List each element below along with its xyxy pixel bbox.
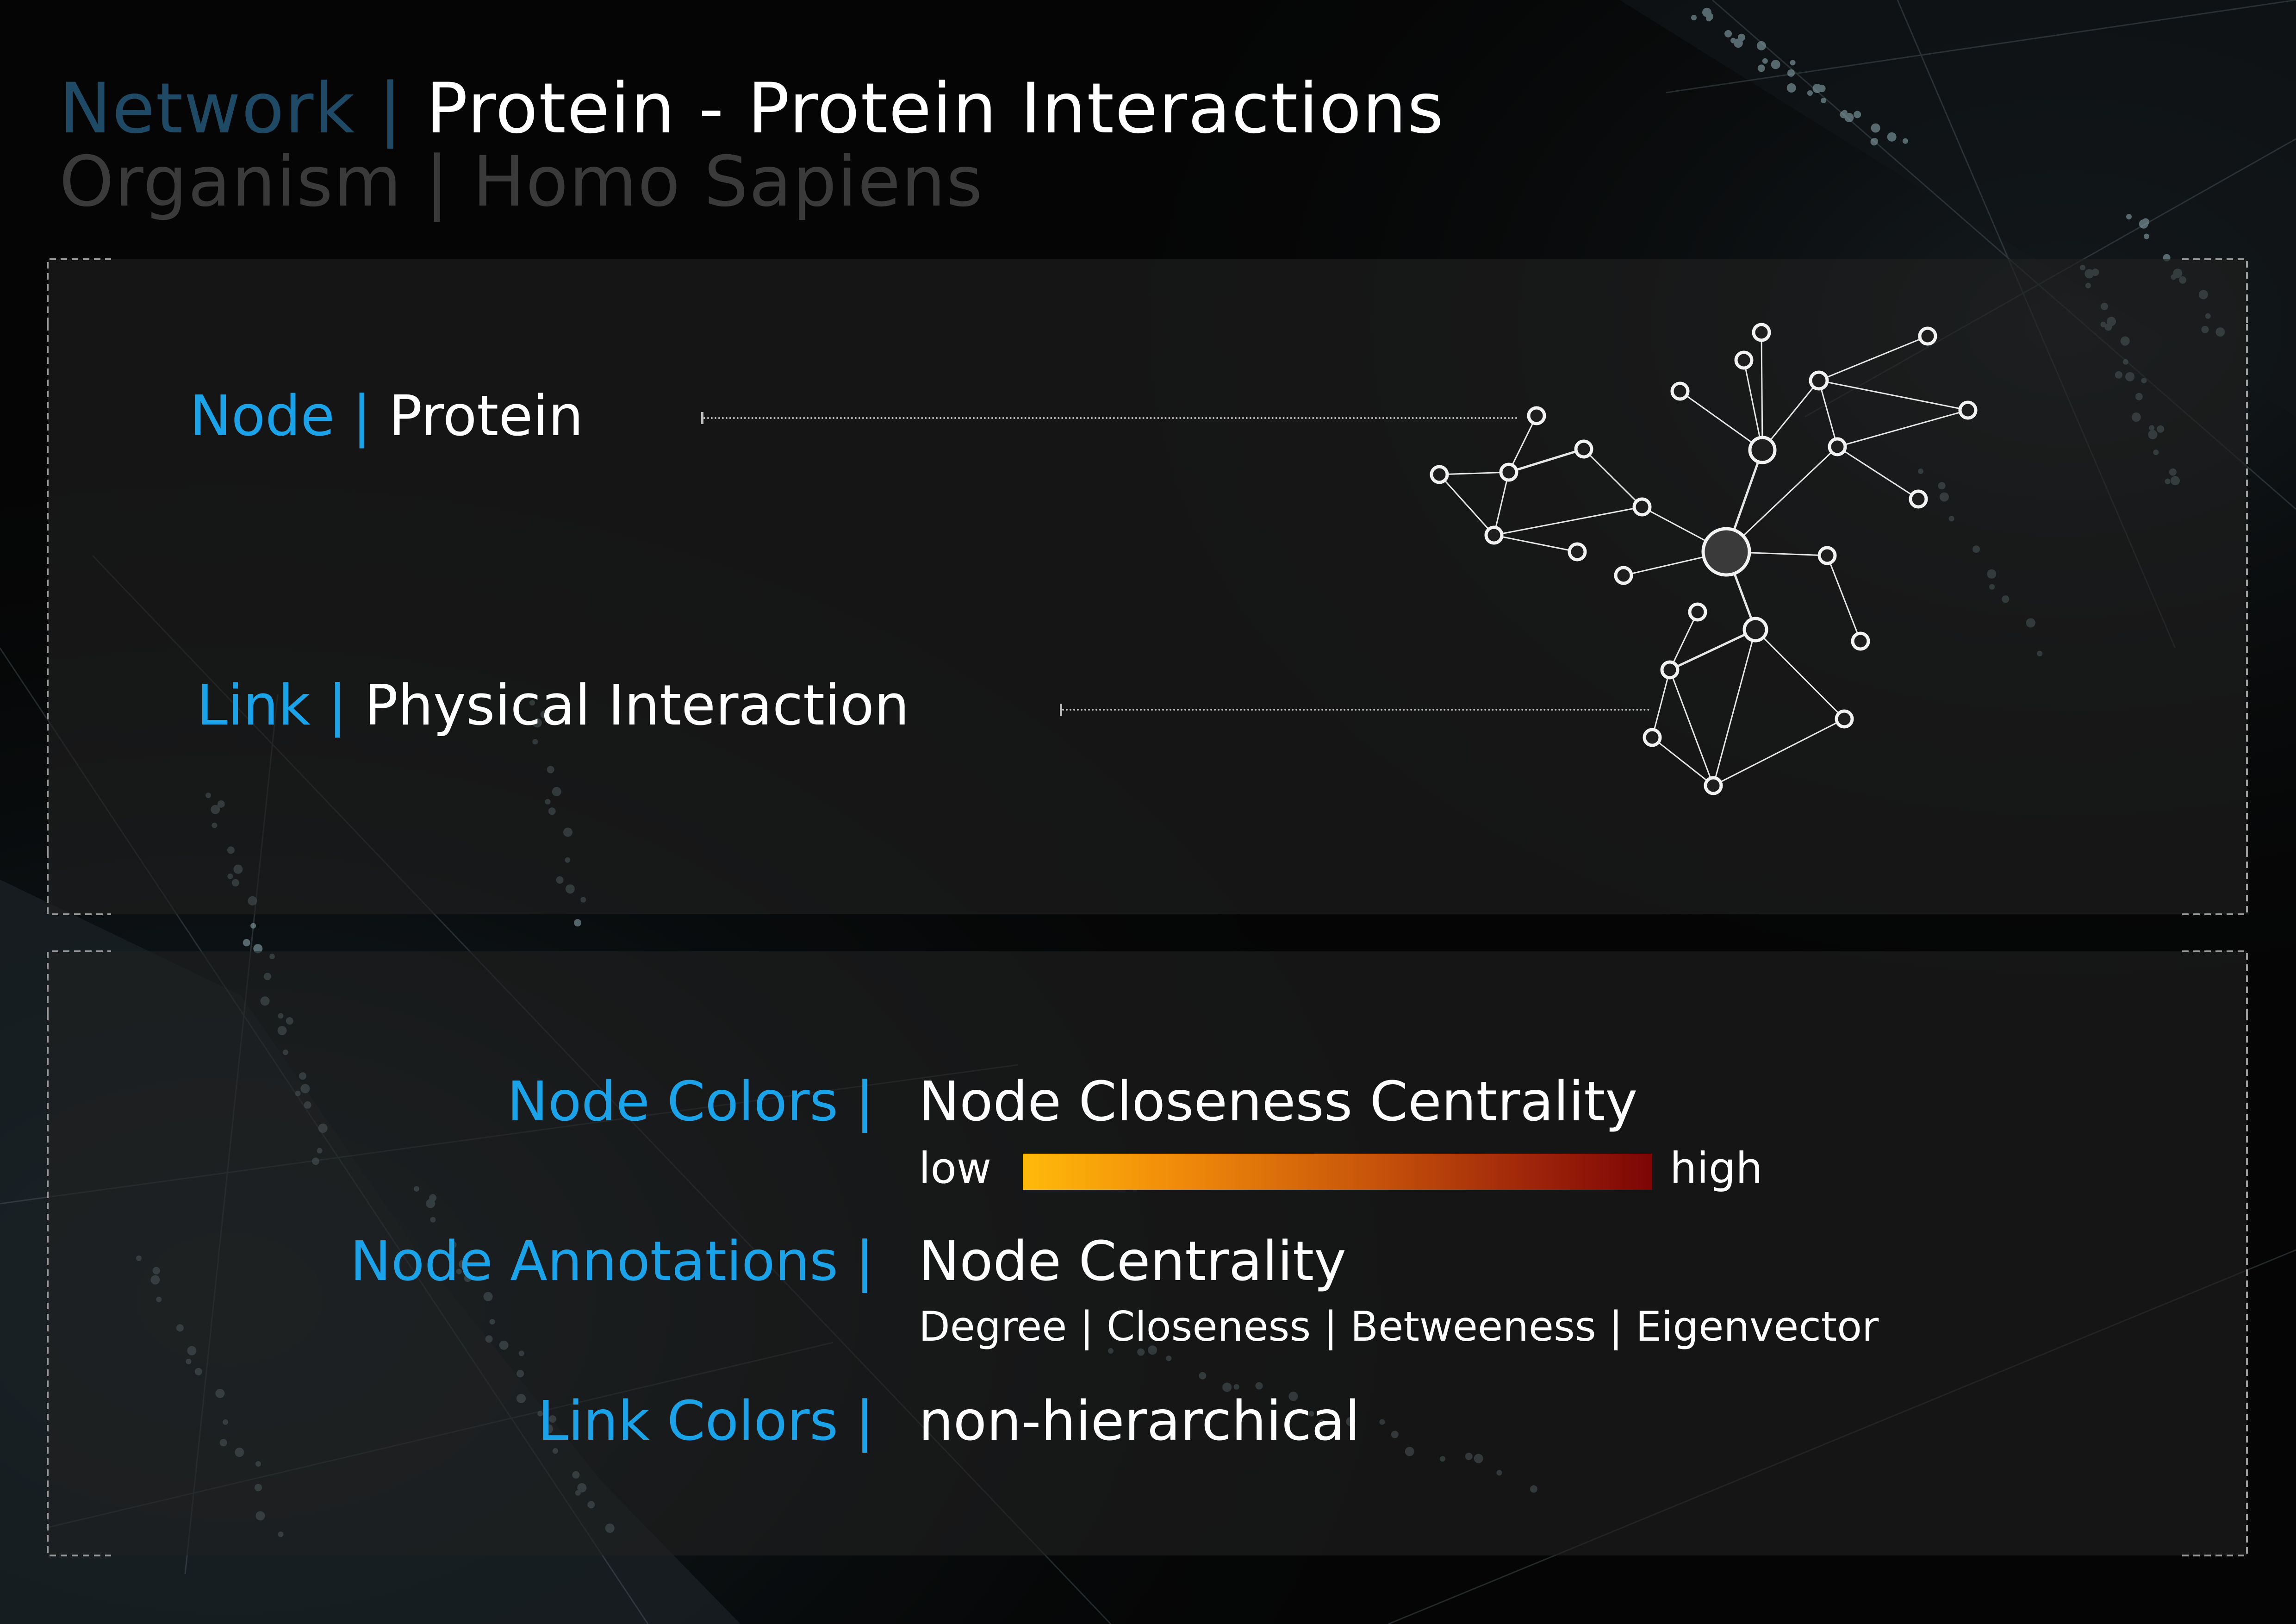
node-colors-key: Node Colors |	[507, 1069, 874, 1133]
link-leader-cap	[1060, 704, 1062, 716]
background-dot	[1902, 138, 1908, 144]
background-dot	[250, 923, 256, 929]
node-value: Protein	[388, 384, 584, 449]
link-leader-line	[1062, 709, 1650, 711]
node-leader-cap	[701, 412, 703, 424]
organism-key: Organism |	[59, 142, 450, 222]
closeness-color-scale	[1023, 1154, 1652, 1190]
background-dot	[1702, 7, 1711, 17]
background-dot	[1854, 111, 1861, 119]
link-legend: Link | Physical Interaction	[197, 678, 909, 734]
legend-panel-encoding	[48, 951, 2247, 1555]
node-key: Node |	[190, 384, 371, 449]
organism-title: Organism | Homo Sapiens	[59, 147, 983, 217]
background-dot	[1807, 90, 1813, 96]
scale-high-label: high	[1670, 1143, 1763, 1193]
background-dot	[1756, 41, 1766, 50]
organism-value: Homo Sapiens	[473, 142, 983, 222]
background-dot	[1691, 15, 1697, 20]
background-dot	[1757, 64, 1765, 72]
background-dot	[1787, 69, 1795, 77]
node-colors-value: Node Closeness Centrality	[919, 1069, 1638, 1133]
link-colors-value: non-hierarchical	[919, 1389, 1360, 1453]
background-dot	[1706, 16, 1712, 22]
node-leader-line	[703, 417, 1518, 419]
background-dot	[1842, 110, 1848, 116]
background-dot	[1871, 123, 1880, 133]
background-dot	[1724, 30, 1732, 37]
node-legend: Node | Protein	[190, 389, 584, 444]
background-dot	[1737, 33, 1745, 41]
link-colors-key: Link Colors |	[538, 1389, 874, 1453]
background-dot	[253, 944, 263, 954]
scale-low-label: low	[919, 1143, 992, 1193]
background-dot	[1771, 60, 1780, 69]
legend-panel-structure	[48, 259, 2247, 914]
network-title: Network | Protein - Protein Interactions	[59, 74, 1444, 144]
network-key: Network |	[59, 69, 403, 149]
background-dot	[1870, 138, 1878, 146]
background-dot	[1790, 60, 1796, 66]
background-dot	[2126, 214, 2132, 219]
background-dot	[1844, 112, 1854, 122]
node-annotations-sub: Degree | Closeness | Betweeness | Eigenv…	[919, 1303, 1879, 1350]
link-key: Link |	[197, 674, 347, 738]
background-dot	[2143, 233, 2149, 239]
background-dot	[1821, 98, 1827, 104]
node-annotations-key: Node Annotations |	[350, 1229, 874, 1293]
background-dot	[1762, 58, 1768, 64]
link-value: Physical Interaction	[364, 674, 909, 738]
background-dot	[243, 939, 250, 947]
network-value: Protein - Protein Interactions	[426, 69, 1444, 149]
background-dot	[1730, 37, 1736, 44]
background-dot	[1786, 83, 1796, 93]
background-dot	[1887, 132, 1897, 142]
background-dot	[2139, 219, 2148, 229]
node-annotations-value: Node Centrality	[919, 1229, 1347, 1293]
background-dot	[574, 919, 581, 927]
background-dot	[1812, 84, 1822, 93]
